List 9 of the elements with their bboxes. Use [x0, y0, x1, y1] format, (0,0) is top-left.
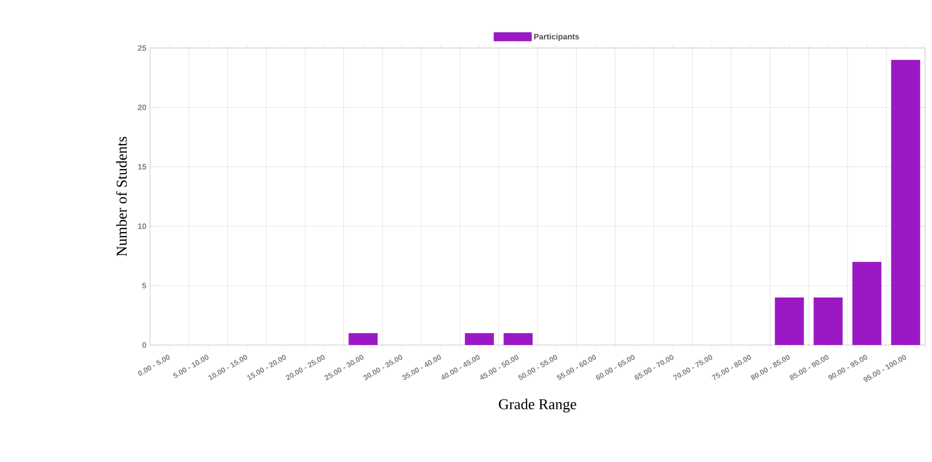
- bar: [891, 60, 920, 345]
- bar: [348, 333, 378, 345]
- x-axis-title: Grade Range: [498, 398, 576, 412]
- y-axis-title: Number of Students: [116, 136, 127, 256]
- bar: [504, 333, 533, 345]
- bar: [814, 297, 843, 345]
- bar: [852, 262, 882, 345]
- bar: [464, 333, 494, 345]
- bar: [774, 297, 804, 345]
